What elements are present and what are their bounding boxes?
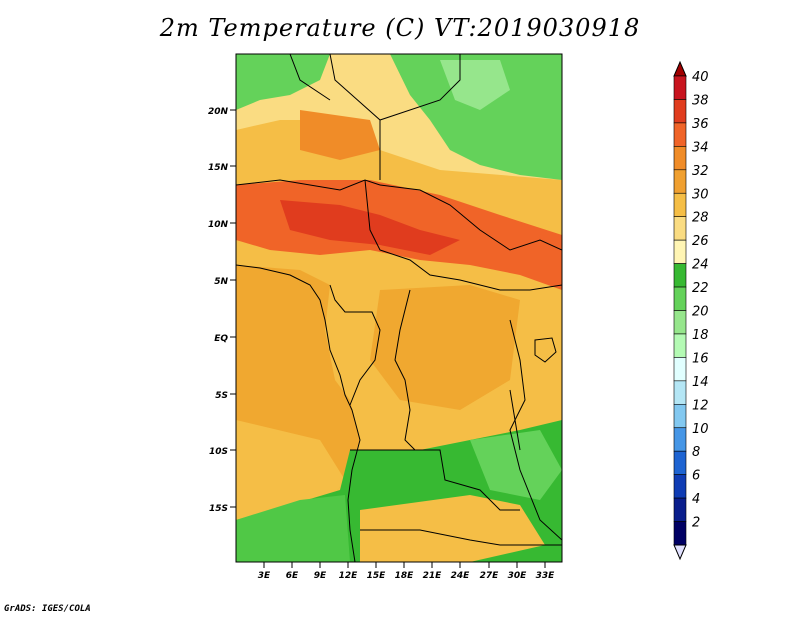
- lon-tick-label: 30E: [508, 571, 528, 581]
- colorbar-segment: [673, 146, 687, 171]
- colorbar-label: 14: [692, 375, 709, 390]
- colorbar-segment: [673, 216, 687, 241]
- lat-tick-label: 5S: [215, 391, 228, 401]
- colorbar-segment: [673, 169, 687, 194]
- lat-tick-label: EQ: [214, 334, 228, 344]
- lat-tick-label: 15N: [208, 163, 229, 173]
- borders: [236, 54, 562, 562]
- colorbar-segment: [673, 122, 687, 147]
- colorbar-segment: [673, 75, 687, 100]
- border-line-6: [329, 284, 381, 406]
- northeast-green-region: [390, 54, 562, 180]
- grads-credit: GrADS: IGES/COLA: [4, 604, 91, 614]
- border-line-10: [360, 529, 562, 546]
- south-light-green: [470, 430, 562, 500]
- border-line-1: [329, 54, 381, 180]
- lon-axis: 3E 6E 9E 12E 15E 18E 21E 24E 27E 30E 33E: [258, 562, 555, 581]
- temperature-field: [236, 54, 562, 562]
- colorbar-label: 26: [692, 234, 709, 249]
- colorbar-label: 16: [692, 351, 709, 366]
- lake-victoria: [534, 337, 557, 363]
- colorbar-segment: [673, 99, 687, 124]
- map-frame: [235, 53, 563, 563]
- lon-tick-label: 24E: [451, 571, 471, 581]
- colorbar-label: 28: [692, 211, 709, 226]
- map-title: 2m Temperature (C) VT:2019030918: [159, 14, 641, 42]
- colorbar-segment: [673, 192, 687, 218]
- border-line-3: [236, 179, 381, 191]
- southwest-green: [236, 495, 350, 562]
- colorbar-min-arrow: [673, 544, 687, 561]
- colorbar-segment: [673, 427, 687, 452]
- colorbar-segment: [673, 239, 687, 264]
- colorbar-label: 10: [692, 422, 709, 437]
- colorbar-label: 12: [692, 398, 709, 413]
- colorbar: 40 38 36 34 32 30 28 26 24 22 20 18 16 14 12 10 8 6 4 2: [673, 60, 709, 561]
- coastline: [236, 264, 361, 562]
- colorbar-label: 34: [692, 140, 709, 155]
- lon-tick-label: 15E: [367, 571, 387, 581]
- colorbar-label: 8: [692, 445, 700, 460]
- colorbar-segment: [673, 263, 687, 288]
- lon-tick-label: 27E: [480, 571, 500, 581]
- lake-tanganyika: [509, 389, 521, 451]
- north-green-region: [236, 54, 330, 110]
- colorbar-segment: [673, 333, 687, 358]
- lon-tick-label: 6E: [286, 571, 299, 581]
- colorbar-label: 22: [692, 281, 709, 296]
- border-line-9: [350, 449, 520, 511]
- colorbar-segment: [673, 380, 687, 405]
- colorbar-label: 40: [692, 70, 709, 85]
- colorbar-segment: [673, 497, 687, 522]
- colorbar-label: 20: [692, 305, 709, 320]
- colorbar-label: 2: [692, 516, 700, 531]
- lon-tick-label: 9E: [314, 571, 327, 581]
- colorbar-label: 24: [692, 258, 709, 273]
- lon-tick-label: 33E: [536, 571, 556, 581]
- lat-tick-label: 15S: [209, 504, 228, 514]
- border-line-7: [394, 289, 440, 451]
- colorbar-label: 38: [692, 93, 709, 108]
- lon-tick-label: 12E: [339, 571, 359, 581]
- lat-tick-label: 10S: [209, 447, 228, 457]
- congo-basin: [370, 285, 520, 410]
- lat-axis: 20N 15N 10N 5N EQ 5S 10S 15S: [208, 107, 236, 514]
- colorbar-label: 4: [692, 492, 700, 507]
- colorbar-segment: [673, 357, 687, 382]
- south-ocean-warm: [236, 420, 345, 520]
- lat-tick-label: 10N: [208, 220, 229, 230]
- colorbar-segment: [673, 474, 687, 499]
- colorbar-label: 18: [692, 328, 709, 343]
- colorbar-segment: [673, 521, 687, 546]
- border-line-2: [379, 54, 461, 121]
- colorbar-label: 30: [692, 187, 709, 202]
- lat-tick-label: 20N: [208, 107, 229, 117]
- border-line-8: [509, 319, 562, 541]
- warm-mid: [300, 110, 380, 160]
- colorbar-segment: [673, 286, 687, 311]
- border-line-11: [289, 54, 331, 101]
- colorbar-label: 6: [692, 469, 700, 484]
- lon-tick-label: 21E: [423, 571, 443, 581]
- colorbar-segment: [673, 450, 687, 475]
- colorbar-segment: [673, 403, 687, 429]
- lat-tick-label: 5N: [214, 277, 228, 287]
- colorbar-max-arrow: [673, 60, 687, 77]
- northeast-light-region: [440, 60, 510, 110]
- lon-tick-label: 18E: [395, 571, 415, 581]
- border-line-5: [364, 179, 562, 291]
- border-line-4: [379, 184, 562, 251]
- colorbar-segment: [673, 310, 687, 335]
- colorbar-label: 36: [692, 117, 709, 132]
- colorbar-label: 32: [692, 164, 709, 179]
- lon-tick-label: 3E: [258, 571, 271, 581]
